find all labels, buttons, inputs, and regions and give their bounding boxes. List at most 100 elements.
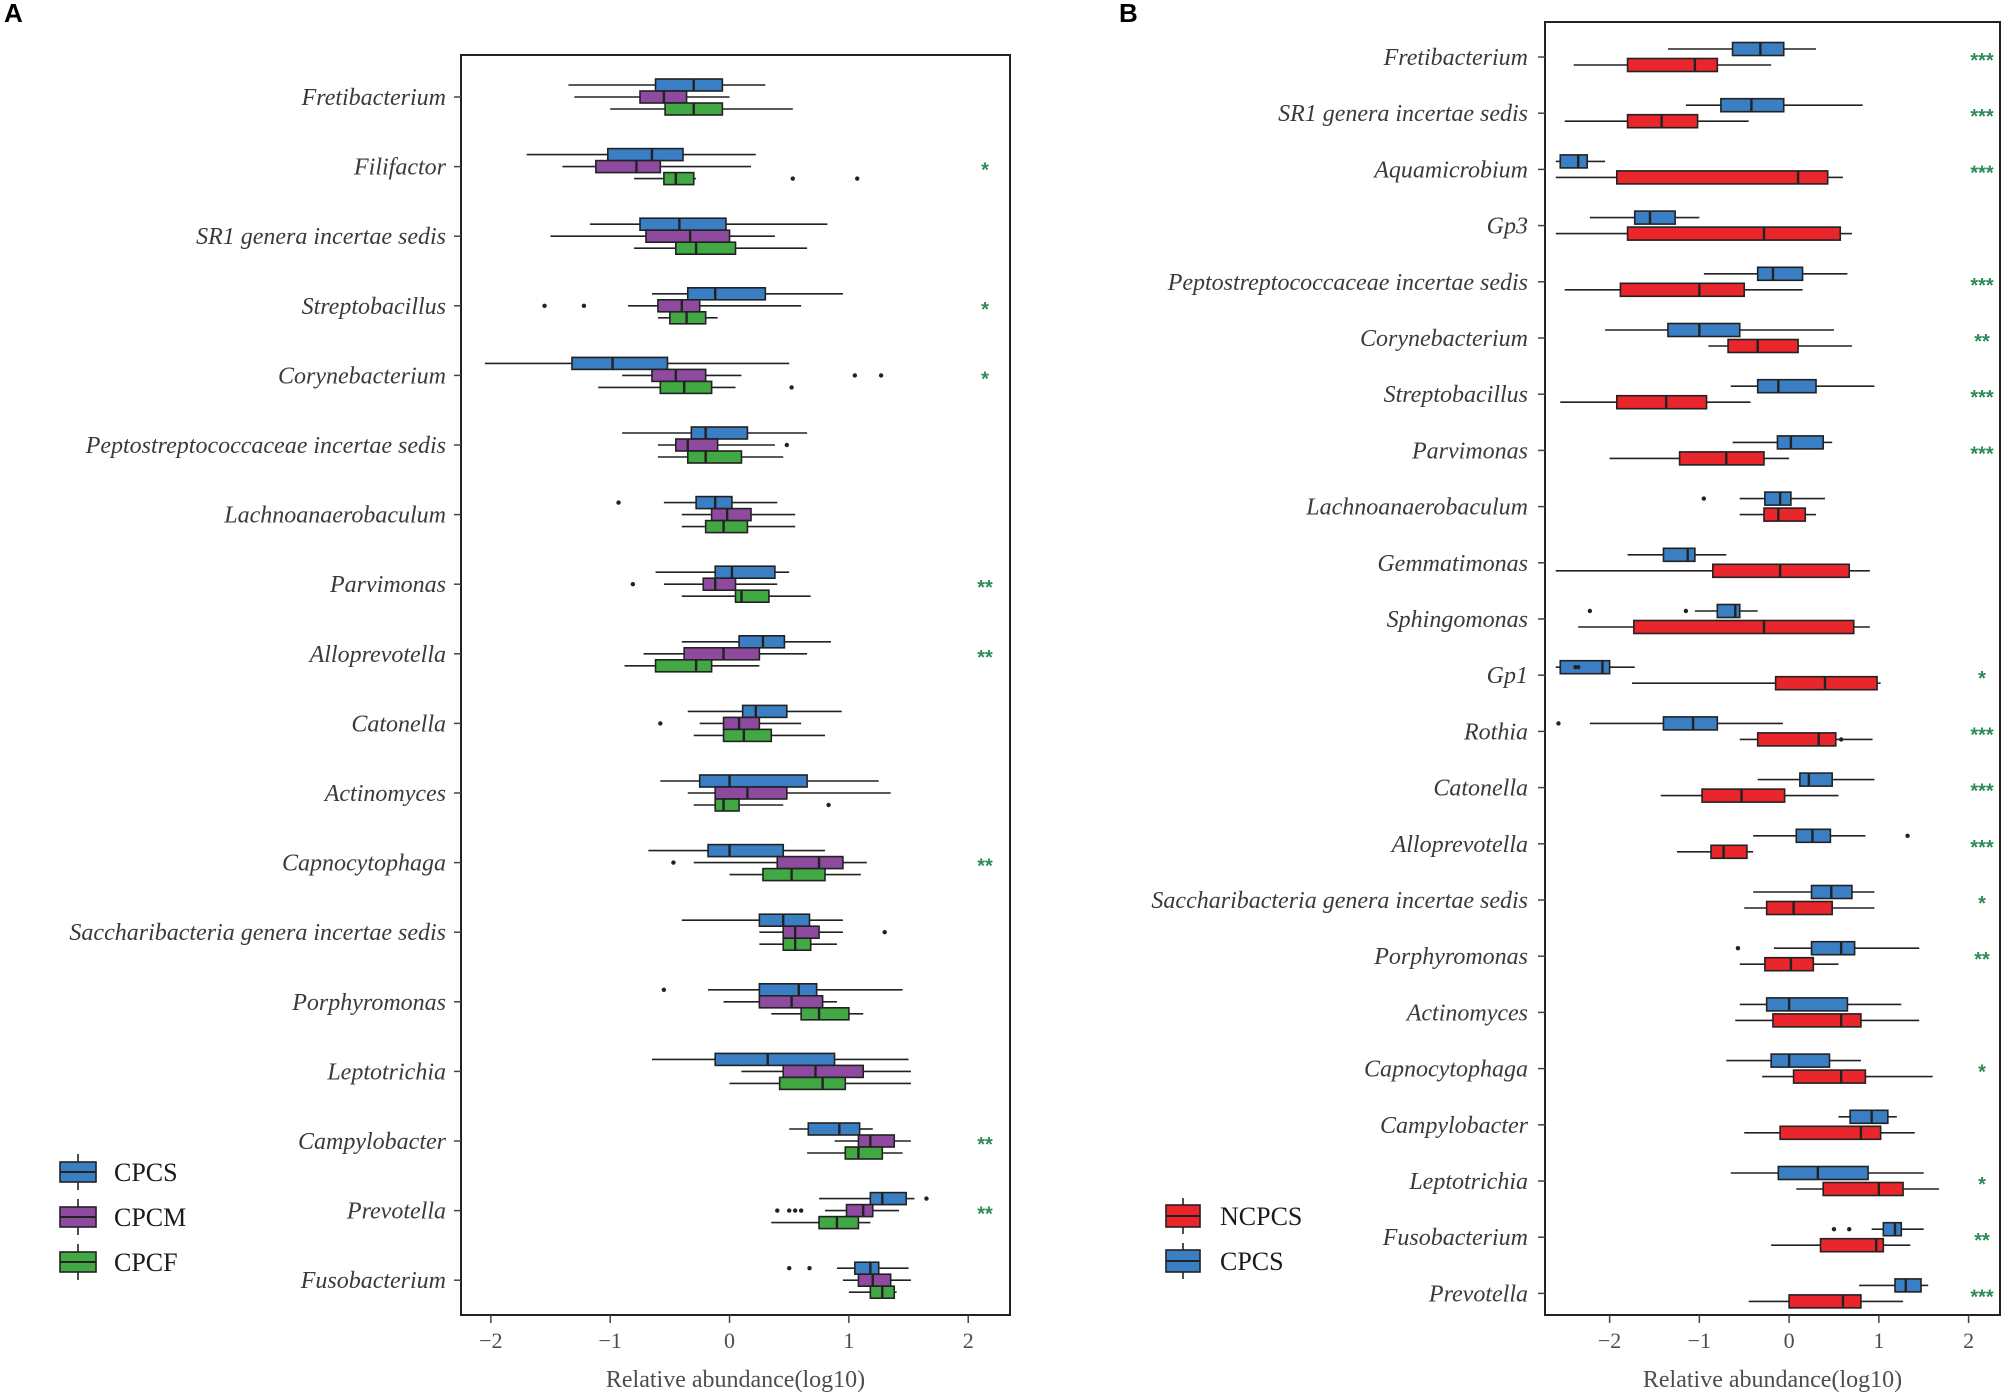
box (857, 1134, 896, 1148)
x-axis-label: Relative abundance(log10) (1643, 1367, 1902, 1393)
x-tick-label: 2 (1963, 1328, 1974, 1353)
box (1819, 1237, 1885, 1253)
significance-marker: *** (1970, 162, 1994, 184)
category-label: Streptobacillus (302, 294, 446, 320)
box (1894, 1278, 1922, 1293)
box (1764, 491, 1792, 506)
category-label: SR1 genera incertae sedis (1278, 101, 1528, 127)
box (710, 507, 752, 522)
box (686, 286, 767, 301)
box (1810, 940, 1856, 956)
box (659, 380, 713, 395)
box (722, 716, 761, 731)
box (654, 658, 713, 673)
outlier-point (542, 303, 547, 308)
box (1619, 282, 1746, 298)
box (1615, 394, 1708, 410)
x-tick-label: 0 (724, 1328, 735, 1353)
box (1756, 266, 1804, 282)
significance-marker: *** (1970, 443, 1994, 465)
category-label: Gp1 (1487, 663, 1528, 689)
box (1779, 1125, 1882, 1141)
box (1763, 507, 1807, 522)
significance-marker: * (1978, 668, 1986, 690)
box (782, 937, 812, 952)
category-label: Corynebacterium (1360, 326, 1528, 352)
category-label: SR1 genera incertae sedis (196, 224, 446, 250)
outlier-point (790, 176, 795, 181)
category-label: Gp3 (1487, 214, 1528, 240)
box (1667, 322, 1741, 338)
outlier-point (1701, 496, 1707, 501)
box (1822, 1181, 1904, 1197)
box (762, 867, 826, 882)
box (686, 450, 743, 464)
significance-marker: ** (1974, 1230, 1990, 1252)
box (1626, 226, 1842, 241)
significance-marker: * (981, 368, 989, 390)
significance-marker: *** (1970, 275, 1994, 297)
box (1756, 732, 1837, 747)
outlier-point (1683, 608, 1689, 614)
box (869, 1191, 907, 1206)
outlier-point (798, 1208, 804, 1213)
significance-marker: *** (1970, 387, 1994, 409)
box (1770, 1053, 1831, 1068)
box (595, 159, 662, 174)
legend: NCPCS CPCS (1165, 1198, 1302, 1279)
box (844, 1146, 884, 1160)
x-tick-label: −2 (479, 1328, 502, 1353)
outlier-point (1905, 833, 1910, 838)
outlier-point (852, 373, 858, 378)
category-label: Leptotrichia (1408, 1169, 1528, 1195)
box (1792, 1069, 1867, 1084)
outlier-point (789, 385, 794, 390)
box (807, 1122, 861, 1136)
outlier-point (792, 1208, 798, 1213)
category-label: Parvimonas (329, 572, 446, 598)
category-label: Saccharibacteria genera incertae sedis (69, 920, 446, 946)
significance-marker: ** (1974, 949, 1990, 971)
category-label: Streptobacillus (1384, 382, 1528, 408)
category-label: Peptostreptococcaceae incertae sedis (85, 433, 446, 459)
box (1615, 170, 1829, 185)
box (639, 217, 727, 231)
outlier-point (1838, 737, 1844, 742)
box (714, 786, 788, 800)
category-label: Prevotella (346, 1199, 446, 1225)
category-label: Fretibacterium (1383, 45, 1528, 71)
box (1799, 772, 1833, 787)
box (778, 1076, 847, 1091)
box (714, 798, 740, 812)
panel-letter: B (1119, 0, 1138, 28)
significance-marker: ** (977, 1134, 993, 1156)
plot-frame (460, 54, 1011, 1316)
box (1765, 997, 1849, 1012)
legend-label: CPCS (114, 1158, 178, 1187)
category-label: Lachnoanaerobaculum (1305, 495, 1528, 521)
box (1849, 1109, 1889, 1125)
outlier-point (775, 1208, 780, 1213)
outlier-point (1831, 1227, 1837, 1232)
significance-marker: ** (977, 647, 993, 669)
outlier-point (671, 860, 676, 865)
outlier-point (787, 1266, 792, 1271)
x-tick-label: 2 (963, 1328, 974, 1353)
panel-A: A −2 −1 0 1 2 Relative abundance(log10) Fretiba… (4, 0, 1011, 1393)
box (675, 438, 719, 452)
box (1777, 1165, 1869, 1181)
box (714, 565, 776, 580)
category-label: Fusobacterium (300, 1268, 446, 1294)
significance-marker: ** (977, 856, 993, 878)
outlier-point (661, 987, 667, 992)
category-label: Gemmatimonas (1377, 551, 1528, 577)
outlier-point (1735, 946, 1741, 951)
box (857, 1273, 892, 1287)
box (854, 1261, 880, 1275)
category-label: Corynebacterium (278, 363, 446, 389)
box (1882, 1221, 1903, 1237)
category-label: Leptotrichia (326, 1059, 446, 1085)
box (818, 1215, 860, 1230)
box (1633, 619, 1855, 635)
box (1626, 57, 1719, 73)
